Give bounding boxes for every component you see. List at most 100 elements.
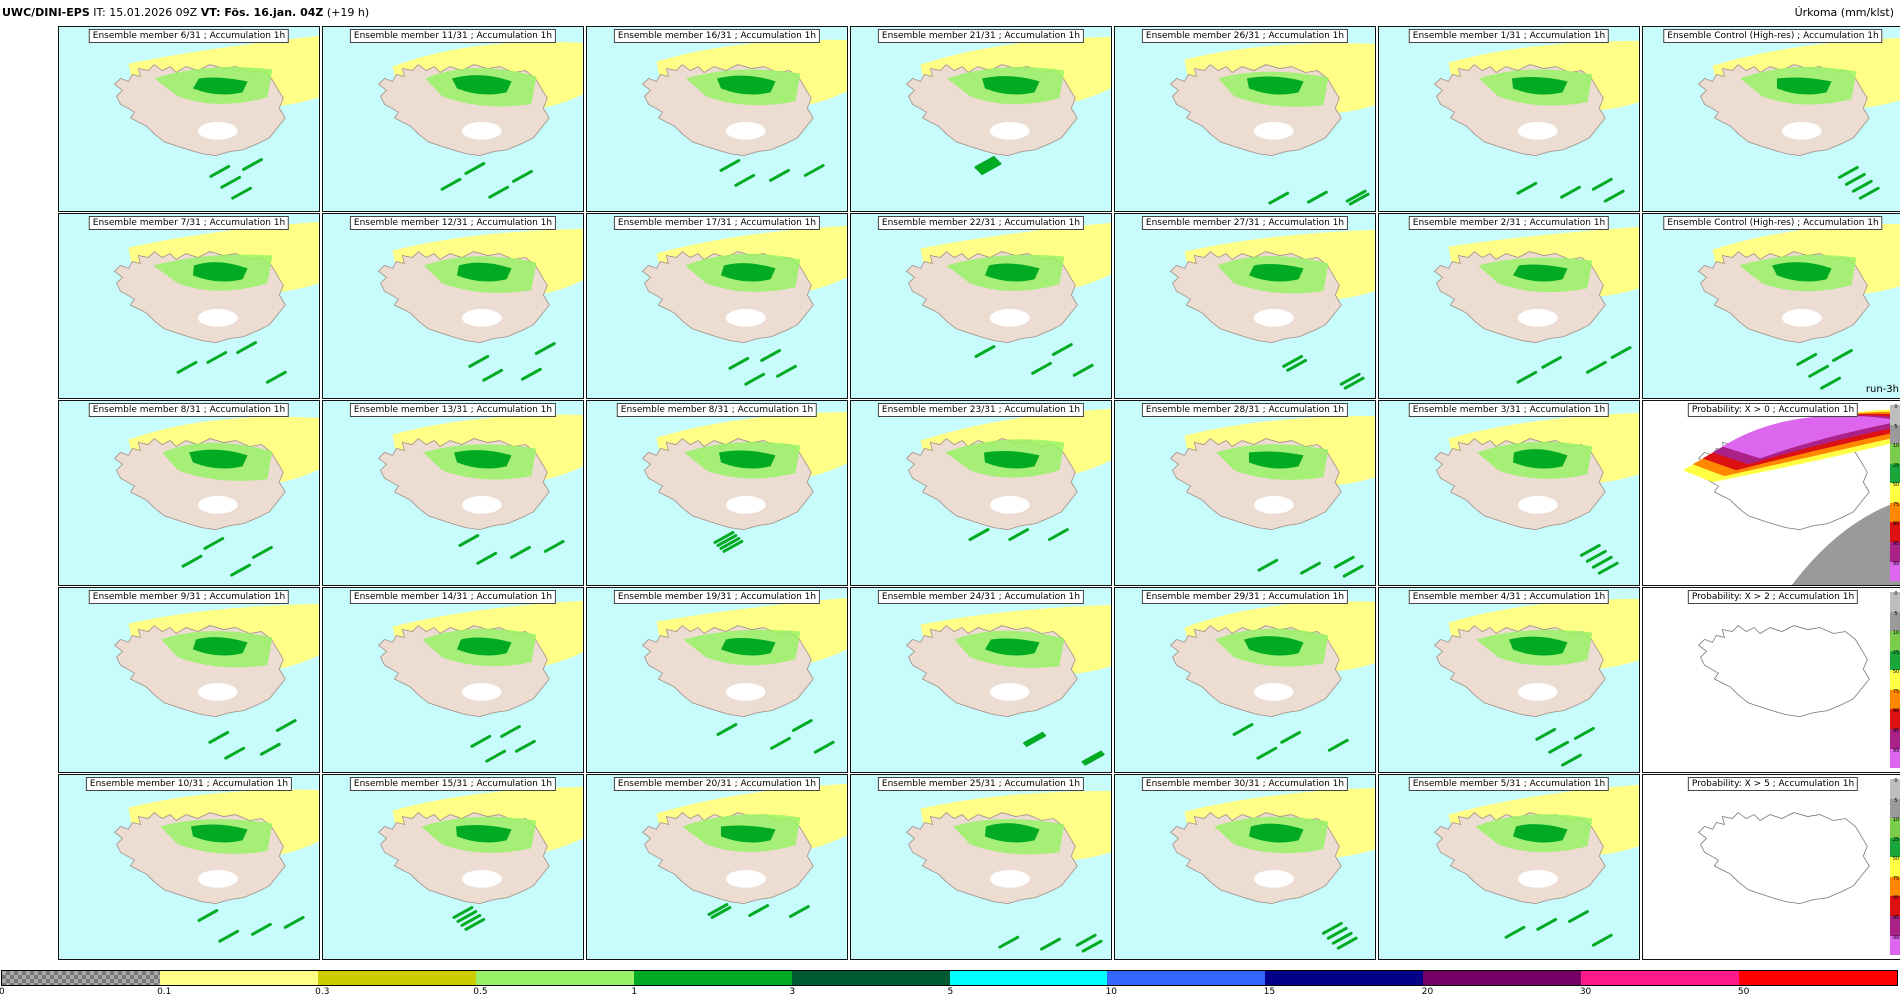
precip-streak xyxy=(1282,354,1304,368)
precip-streak xyxy=(1591,177,1613,191)
glacier-area xyxy=(197,495,238,514)
panel-title: Ensemble member 1/31 ; Accumulation 1h xyxy=(1408,29,1610,43)
panel-title: Ensemble member 8/31 ; Accumulation 1h xyxy=(616,403,818,417)
colorbar-tick-label: 10 xyxy=(1105,987,1118,997)
panel-title: Ensemble member 24/31 ; Accumulation 1h xyxy=(877,590,1085,604)
precip-streak xyxy=(1031,361,1052,375)
glacier-area xyxy=(1253,682,1294,701)
glacier-area xyxy=(461,308,502,327)
precip-streak xyxy=(1796,352,1818,366)
precip-streak xyxy=(974,156,996,169)
panel-title: Ensemble member 11/31 ; Accumulation 1h xyxy=(349,29,557,43)
precip-heavy-area xyxy=(452,75,512,95)
run-offset-note: run-3h xyxy=(1865,384,1899,395)
iceland-precip-map xyxy=(1697,223,1900,390)
precip-streak xyxy=(236,341,257,354)
precip-heavy-area xyxy=(453,450,512,469)
glacier-area xyxy=(725,682,766,701)
precip-streak xyxy=(1603,189,1625,203)
map-panel: Ensemble member 15/31 ; Accumulation 1h xyxy=(322,774,584,960)
lead-time: (+19 h) xyxy=(326,6,370,19)
colorbar-segment xyxy=(949,971,1108,985)
precip-streak xyxy=(968,528,990,541)
glacier-area xyxy=(461,869,502,888)
precip-streak xyxy=(1560,185,1581,199)
ensemble-map-grid: Ensemble member 6/31 ; Accumulation 1h En… xyxy=(58,26,1900,961)
panel-title: Probability: X > 0 ; Accumulation 1h xyxy=(1687,403,1859,417)
precip-streak xyxy=(251,922,272,936)
precip-streak xyxy=(231,186,253,200)
panel-title: Ensemble member 10/31 ; Accumulation 1h xyxy=(85,777,293,791)
precip-streak xyxy=(1331,931,1353,945)
precip-streak xyxy=(470,734,492,748)
iceland-precip-map xyxy=(113,789,319,943)
probability-scale-step: 0 xyxy=(1890,779,1900,799)
glacier-area xyxy=(1517,308,1558,327)
precip-streak xyxy=(1040,937,1061,951)
iceland-precip-map xyxy=(641,783,847,919)
map-panel: Ensemble member 25/31 ; Accumulation 1h xyxy=(850,774,1112,960)
map-panel: 0 5 10 25 50 75 90 95 99 Probability: X > 0 ; Acc… xyxy=(1642,400,1900,586)
iceland-precip-map xyxy=(1433,412,1639,575)
precip-heavy-area xyxy=(1512,449,1568,469)
precip-streak xyxy=(722,539,744,553)
precip-streak xyxy=(1535,727,1557,741)
colorbar-segment xyxy=(1423,971,1582,985)
precip-streak xyxy=(1321,921,1343,935)
precip-streak xyxy=(791,719,813,732)
panel-title: Ensemble member 27/31 ; Accumulation 1h xyxy=(1141,216,1349,230)
glacier-area xyxy=(1517,682,1558,701)
map-panel: Ensemble member 3/31 ; Accumulation 1h xyxy=(1378,400,1640,586)
probability-scale-step: 25 xyxy=(1890,650,1900,671)
precip-streak xyxy=(1023,731,1045,745)
probability-scale: 0 5 10 25 50 75 90 95 99 xyxy=(1890,405,1900,582)
precip-streak xyxy=(203,537,225,550)
map-panel: 0 5 10 25 50 75 90 95 99 Probability: X > 5 ; Acc… xyxy=(1642,774,1900,960)
probability-area xyxy=(1722,415,1900,459)
precip-streak xyxy=(206,351,228,364)
precip-heavy-area xyxy=(1511,77,1568,95)
precip-heavy-area xyxy=(1244,636,1304,656)
colorbar-tick-label: 5 xyxy=(947,987,954,997)
precip-streak xyxy=(1047,528,1069,541)
panel-title: Ensemble member 7/31 ; Accumulation 1h xyxy=(88,216,290,230)
iceland-precip-map xyxy=(641,225,847,386)
map-panel: Ensemble member 4/31 ; Accumulation 1h xyxy=(1378,587,1640,773)
probability-scale-step: 95 xyxy=(1890,728,1900,749)
probability-scale-step: 5 xyxy=(1890,798,1900,819)
glacier-area xyxy=(1253,495,1294,514)
glacier-area xyxy=(1253,869,1294,888)
colorbar-tick-label: 15 xyxy=(1263,987,1276,997)
precip-heavy-area xyxy=(984,263,1040,282)
glacier-area xyxy=(725,308,766,327)
precip-streak xyxy=(283,915,305,929)
iceland-precip-map xyxy=(905,222,1111,377)
panel-title: Ensemble member 5/31 ; Accumulation 1h xyxy=(1408,777,1610,791)
precip-streak xyxy=(259,742,281,756)
precip-heavy-area xyxy=(981,76,1040,95)
precip-streak xyxy=(468,354,490,368)
precip-streak xyxy=(1256,746,1278,760)
precip-streak xyxy=(1300,561,1321,575)
iceland-precip-map xyxy=(641,39,847,187)
precip-streak xyxy=(770,736,791,750)
precipitation-colorbar xyxy=(1,970,1898,986)
iceland-precip-map xyxy=(1169,43,1375,206)
colorbar-segment xyxy=(159,971,318,985)
iceland-precip-map xyxy=(1433,598,1639,767)
precip-heavy-area xyxy=(984,638,1040,656)
probability-scale-step: 99 xyxy=(1890,935,1900,956)
glacier-area xyxy=(197,682,238,701)
precip-streak xyxy=(707,903,729,916)
precip-streak xyxy=(452,906,474,919)
precip-streak xyxy=(1568,910,1589,923)
map-panel: Ensemble member 27/31 ; Accumulation 1h xyxy=(1114,213,1376,399)
probability-scale-step: 5 xyxy=(1890,424,1900,445)
glacier-area xyxy=(1253,308,1294,327)
iceland-precip-map xyxy=(377,600,583,763)
iceland-precip-map xyxy=(113,416,319,577)
precip-heavy-area xyxy=(1248,823,1304,843)
panel-title: Ensemble member 2/31 ; Accumulation 1h xyxy=(1408,216,1610,230)
precip-streak xyxy=(181,554,203,568)
glacier-area xyxy=(725,869,766,888)
